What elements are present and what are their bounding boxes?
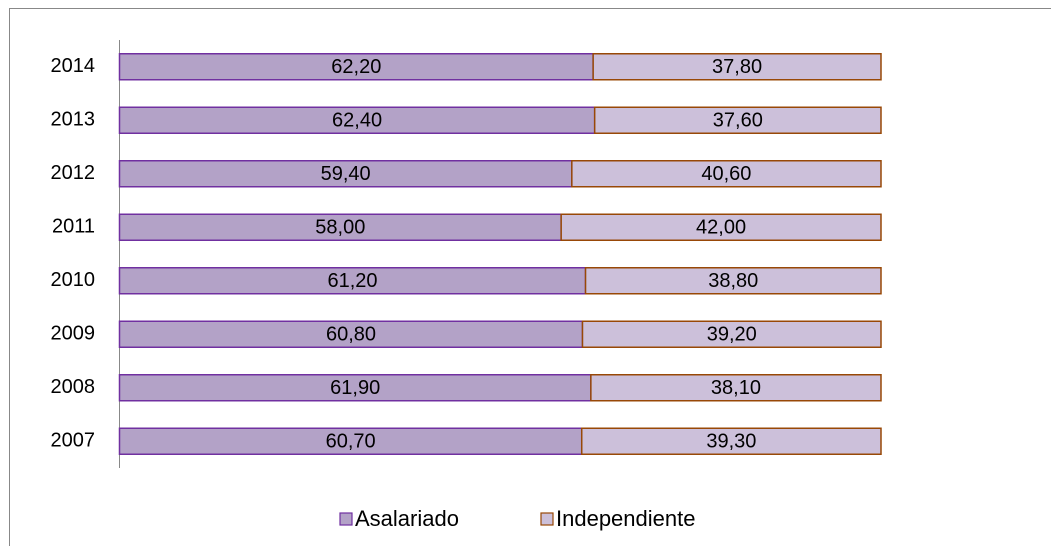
- y-tick-label: 2011: [52, 216, 95, 238]
- bar-segment: [118, 427, 583, 455]
- data-label: 40,60: [701, 163, 751, 185]
- bar-segment: [590, 374, 882, 402]
- y-tick-label: 2014: [51, 55, 96, 77]
- y-tick-label: 2010: [51, 269, 96, 291]
- data-label: 39,30: [706, 431, 756, 453]
- data-label: 37,80: [712, 56, 762, 78]
- data-label: 62,40: [332, 110, 382, 132]
- bar-segment: [580, 427, 882, 455]
- bar-segment: [118, 374, 592, 402]
- bar-segment: [118, 160, 573, 188]
- y-tick-label: 2009: [51, 323, 96, 345]
- bar-segment: [592, 53, 882, 81]
- y-tick-label: 2013: [51, 109, 96, 131]
- data-label: 37,60: [713, 110, 763, 132]
- data-label: 38,80: [708, 270, 758, 292]
- bar-segment: [118, 320, 584, 348]
- legend-swatch: [540, 512, 554, 526]
- data-label: 58,00: [315, 217, 365, 239]
- y-tick-label: 2012: [51, 162, 96, 184]
- y-tick-label: 2007: [51, 430, 96, 452]
- bar-segment: [581, 320, 882, 348]
- y-tick-label: 2008: [51, 376, 96, 398]
- data-label: 62,20: [331, 56, 381, 78]
- bar-segment: [560, 213, 882, 241]
- data-label: 61,90: [330, 377, 380, 399]
- data-label: 61,20: [327, 270, 377, 292]
- legend-label: Independiente: [556, 506, 695, 531]
- data-label: 59,40: [321, 163, 371, 185]
- bar-segment: [593, 106, 882, 134]
- legend-swatch: [339, 512, 353, 526]
- data-label: 39,20: [707, 324, 757, 346]
- data-label: 60,70: [326, 431, 376, 453]
- data-label: 42,00: [696, 217, 746, 239]
- bar-segment: [118, 267, 587, 295]
- bar-segment: [584, 267, 882, 295]
- bar-segment: [571, 160, 882, 188]
- legend-label: Asalariado: [355, 506, 459, 531]
- data-label: 38,10: [711, 377, 761, 399]
- data-label: 60,80: [326, 324, 376, 346]
